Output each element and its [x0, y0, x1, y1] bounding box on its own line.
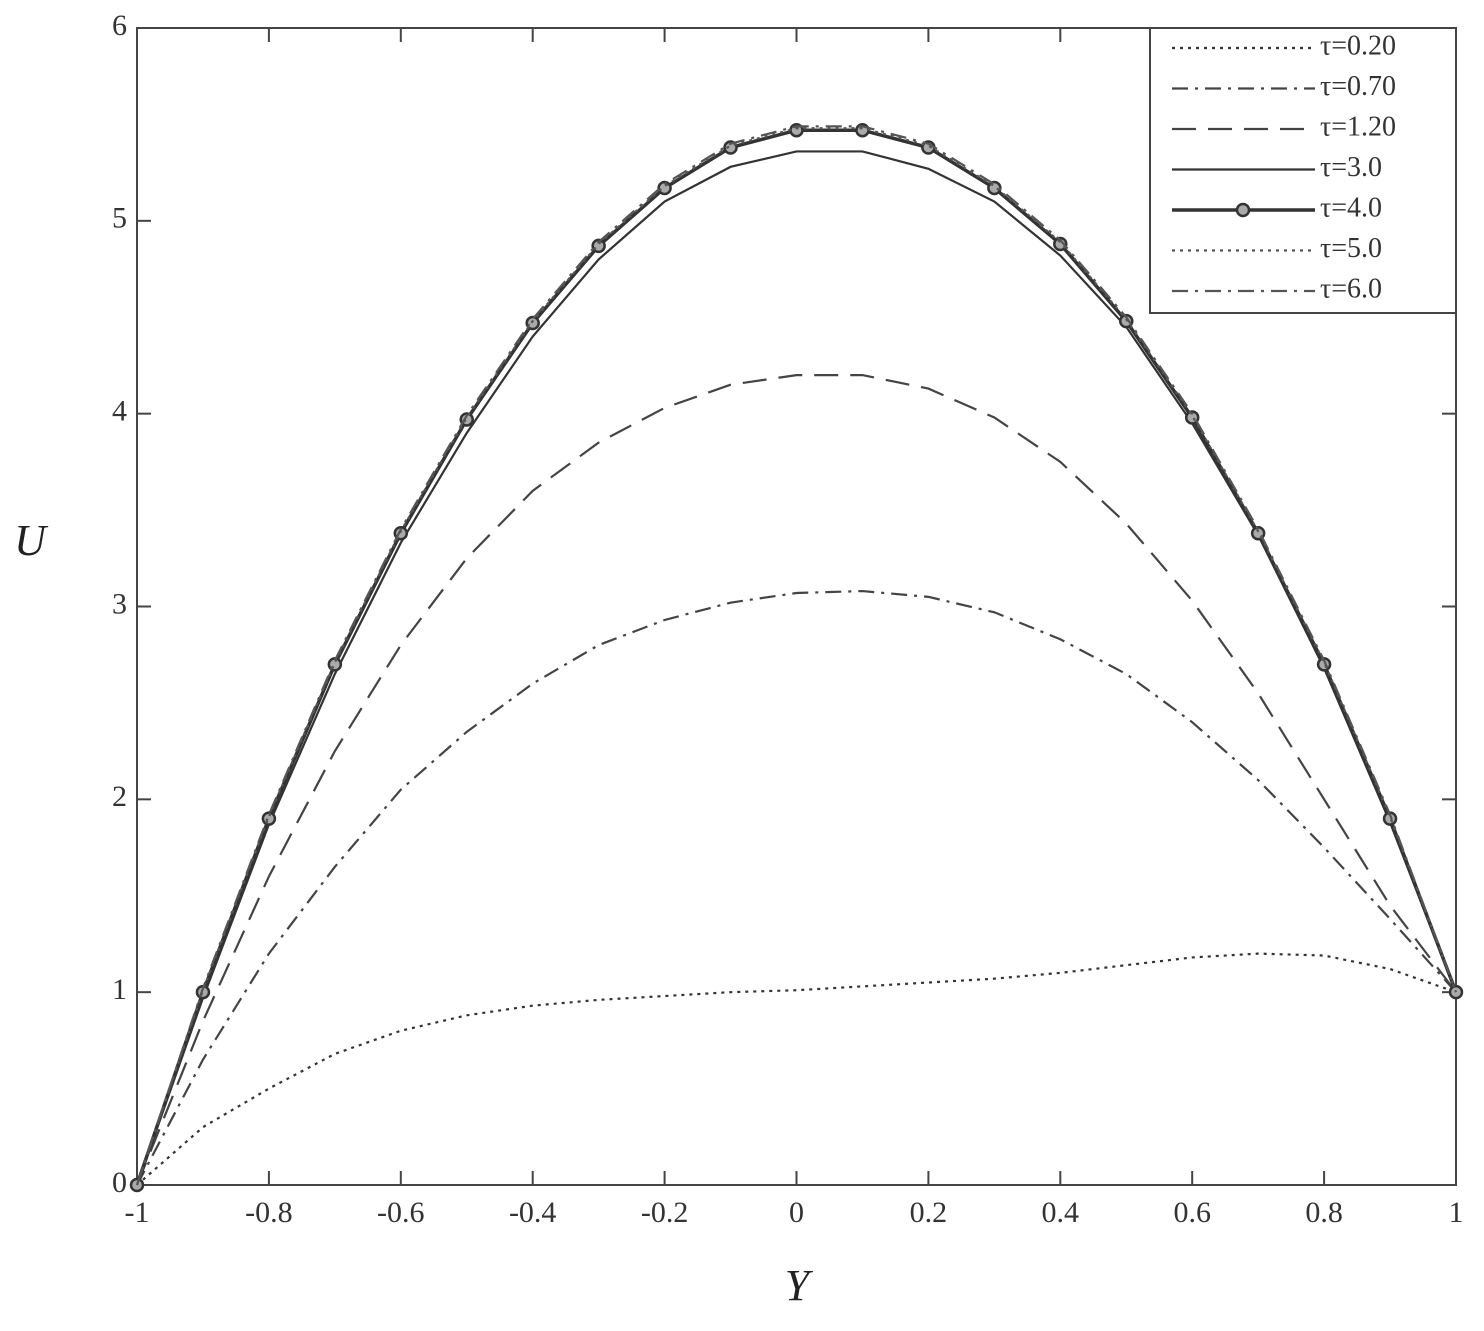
x-tick-label: -1 — [125, 1196, 150, 1229]
x-tick-label: -0.4 — [509, 1196, 557, 1229]
x-tick-label: 0 — [789, 1196, 804, 1229]
y-tick-label: 2 — [112, 780, 127, 813]
legend-marker — [1235, 202, 1251, 218]
x-tick-label: 0.4 — [1042, 1196, 1080, 1229]
series-line — [135, 374, 1457, 1186]
legend-label: τ=1.20 — [1320, 111, 1396, 142]
series-line — [136, 952, 1457, 1186]
series-line — [135, 127, 1458, 1186]
legend-label: τ=0.20 — [1320, 30, 1396, 61]
y-axis-title: U — [14, 516, 49, 565]
x-tick-label: 0.2 — [910, 1196, 948, 1229]
x-tick-label: 0.6 — [1173, 1196, 1211, 1229]
x-tick-label: -0.2 — [641, 1196, 689, 1229]
series-line — [135, 125, 1458, 1186]
series-line — [136, 589, 1457, 1186]
y-tick-label: 6 — [112, 9, 127, 42]
x-tick-label: 1 — [1449, 1196, 1464, 1229]
x-tick-label: -0.6 — [377, 1196, 425, 1229]
y-tick-label: 3 — [112, 587, 127, 620]
y-tick-label: 4 — [112, 395, 127, 428]
x-tick-label: 0.8 — [1305, 1196, 1343, 1229]
y-tick-label: 1 — [112, 973, 127, 1006]
x-axis-title: Y — [785, 1261, 814, 1310]
x-tick-label: -0.8 — [245, 1196, 293, 1229]
point-marker — [1184, 410, 1200, 425]
legend-label: τ=0.70 — [1320, 71, 1396, 102]
y-tick-label: 5 — [112, 202, 127, 235]
legend-label: τ=5.0 — [1320, 233, 1382, 264]
legend-label: τ=3.0 — [1320, 152, 1382, 183]
legend-label: τ=4.0 — [1320, 192, 1382, 223]
legend-label: τ=6.0 — [1320, 273, 1382, 304]
point-marker — [723, 140, 738, 155]
y-tick-label: 0 — [112, 1166, 127, 1199]
